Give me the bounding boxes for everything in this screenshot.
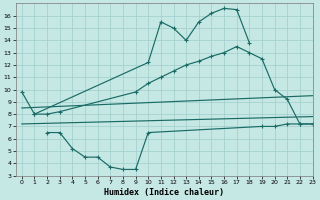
X-axis label: Humidex (Indice chaleur): Humidex (Indice chaleur) xyxy=(104,188,224,197)
